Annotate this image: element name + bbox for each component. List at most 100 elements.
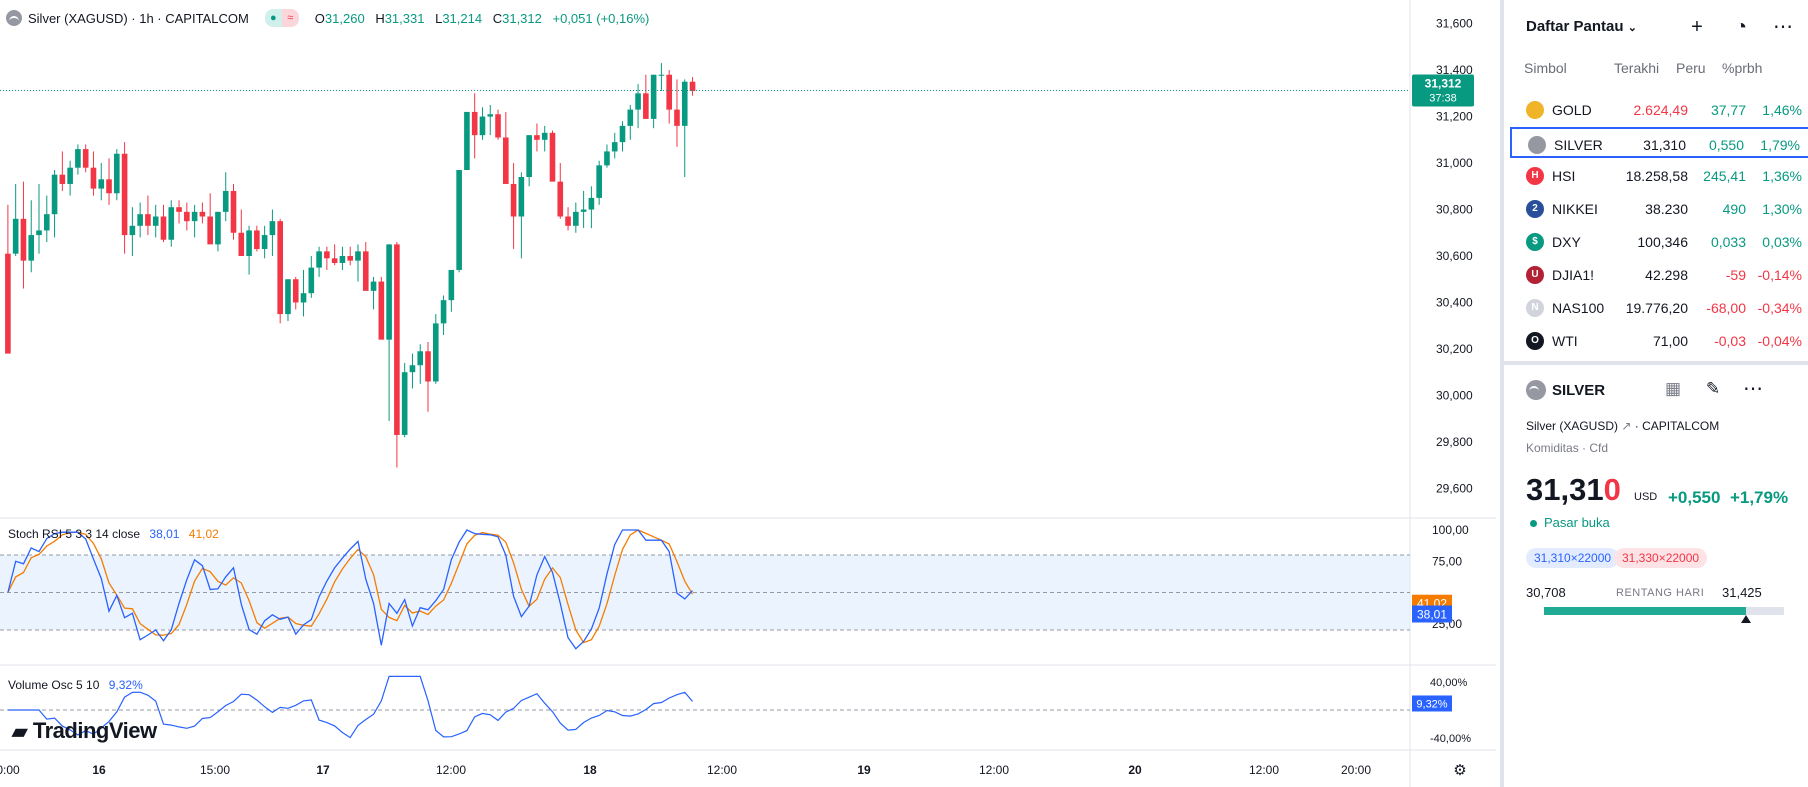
candle-body (650, 74, 657, 119)
price-axis-label: 29,600 (1436, 481, 1473, 495)
time-axis-label: 12:00 (979, 763, 1009, 777)
market-open-icon: ● (264, 9, 282, 27)
candle-body (588, 197, 595, 210)
close-value: 31,312 (502, 10, 542, 26)
ohlc-values: O31,260 H31,331 L31,214 C31,312 +0,051 (… (314, 10, 650, 26)
candle-body (666, 74, 672, 110)
watchlist-symbol: NAS100 (1552, 300, 1605, 316)
market-status-dot (1530, 520, 1537, 527)
price-axis-label: 30,800 (1436, 203, 1473, 217)
more-icon[interactable]: ⋯ (1743, 378, 1763, 400)
candle-body (681, 81, 688, 126)
pie-chart-icon[interactable]: ◔ (1734, 16, 1748, 38)
volume-osc-line (7, 675, 693, 739)
settings-gear-icon: ⚙ (1453, 762, 1466, 779)
day-range-bar (1544, 607, 1784, 615)
price-axis-label: 30,400 (1436, 295, 1473, 309)
time-axis-label: 12:00 (707, 763, 737, 777)
candle-body (129, 225, 136, 236)
watchlist-symbol: SILVER (1554, 137, 1603, 153)
candle-body (121, 153, 128, 236)
candle-body (20, 218, 27, 261)
volume-osc-value: 9,32% (108, 678, 143, 692)
volume-osc-pane: 40,00% -40,00% 9,32% (0, 675, 1471, 745)
add-symbol-icon[interactable]: + (1691, 16, 1703, 38)
right-panel: Daftar Pantau ⌄ + ◔ ⋯ Simbol Terakhi Per… (1500, 0, 1808, 787)
candle-body (292, 279, 299, 303)
candle-body (565, 216, 571, 226)
day-range-pointer (1740, 615, 1751, 623)
gold-icon (1526, 101, 1544, 119)
edit-icon[interactable]: ✎ (1705, 379, 1721, 398)
more-icon[interactable]: ⋯ (1773, 16, 1793, 38)
last-price-countdown: 37:38 (1429, 93, 1457, 105)
watchlist-row-gold[interactable]: GOLD 2.624,49 37,77 1,46% (1510, 94, 1808, 125)
volume-osc-legend[interactable]: Volume Osc 5 10 9,32% (8, 678, 143, 692)
change-value: +0,051 (+0,16%) (552, 10, 650, 26)
candle-body (28, 235, 35, 261)
watchlist-row-wti[interactable]: O WTI 71,00 -0,03 -0,04% (1510, 325, 1808, 356)
open-value: 31,260 (324, 10, 365, 26)
candle-body (238, 232, 245, 256)
candle-body (331, 258, 338, 263)
candle-body (503, 137, 509, 184)
candle-body (230, 190, 237, 233)
day-range-fill (1544, 607, 1746, 615)
time-axis-label: 18 (583, 763, 597, 777)
candle-body (674, 109, 680, 126)
last-price-tag (1412, 74, 1474, 107)
watchlist-change: 245,41 (1703, 168, 1746, 184)
bid-badge: 31,310×22000 (1526, 548, 1620, 568)
candle-body (176, 207, 182, 212)
candle-body (627, 109, 634, 126)
watchlist-row-silver[interactable]: SILVER 31,310 0,550 1,79% (1510, 127, 1808, 158)
symbol-legend: Silver (XAGUSD) · 1h · CAPITALCOM ● ≈ O3… (6, 9, 656, 27)
watchlist-row-djia1[interactable]: U DJIA1! 42.298 -59 -0,14% (1510, 259, 1808, 290)
watchlist-title[interactable]: Daftar Pantau ⌄ (1526, 18, 1637, 35)
silver-icon (1528, 136, 1546, 154)
candle-body (277, 221, 283, 315)
external-link-icon: ↗ (1621, 419, 1632, 433)
candle-body (261, 235, 268, 250)
candle-body (557, 181, 564, 217)
stoch-k-tag-value: 38,01 (1417, 607, 1447, 621)
volume-osc-axis-label: 40,00% (1430, 677, 1468, 689)
stoch-band (0, 555, 1410, 630)
candle-body (604, 151, 610, 166)
candle-body (355, 251, 361, 261)
status-pill[interactable]: ● ≈ (264, 9, 299, 27)
stoch-k-tag (1412, 605, 1452, 623)
watchlist-row-dxy[interactable]: $ DXY 100,346 0,033 0,03% (1510, 226, 1808, 257)
candle-body (324, 251, 330, 259)
watchlist-last: 100,346 (1637, 234, 1688, 250)
tv-logo-icon: ▰ (12, 720, 27, 743)
details-title[interactable]: SILVER (1526, 380, 1605, 400)
candle-body (308, 267, 315, 294)
watchlist-row-nikkei[interactable]: 2 NIKKEI 38.230 490 1,30% (1510, 193, 1808, 224)
layout-icon[interactable]: ▦ (1664, 379, 1682, 398)
candle-body (573, 211, 579, 226)
instrument-category: Komiditas · Cfd (1526, 441, 1609, 455)
candle-body (643, 93, 649, 119)
watchlist-row-hsi[interactable]: H HSI 18.258,58 245,41 1,36% (1510, 160, 1808, 191)
volume-osc-axis-label: -40,00% (1430, 733, 1471, 745)
candle-body (386, 244, 392, 340)
time-axis-label: 0:00 (0, 763, 20, 777)
watchlist-change-pct: 0,03% (1762, 234, 1802, 250)
candle-body (254, 230, 260, 250)
candle-body (495, 114, 501, 138)
time-axis-label: 20:00 (1341, 763, 1371, 777)
tradingview-logo[interactable]: ▰ TradingView (12, 718, 157, 743)
candle-body (596, 165, 602, 198)
candle-body (425, 351, 431, 382)
symbol-title[interactable]: Silver (XAGUSD) · 1h · CAPITALCOM (28, 10, 249, 26)
stoch-rsi-legend[interactable]: Stoch RSI 5 3 3 14 close 38,01 41,02 (8, 527, 219, 541)
candle-body (464, 111, 470, 171)
candle-body (394, 244, 400, 435)
price-axis-label: 30,200 (1436, 342, 1473, 356)
watchlist-symbol: DXY (1552, 234, 1581, 250)
instrument-name[interactable]: Silver (XAGUSD) ↗ · CAPITALCOM (1526, 419, 1720, 433)
watchlist-row-nas100[interactable]: N NAS100 19.776,20 -68,00 -0,34% (1510, 292, 1808, 323)
